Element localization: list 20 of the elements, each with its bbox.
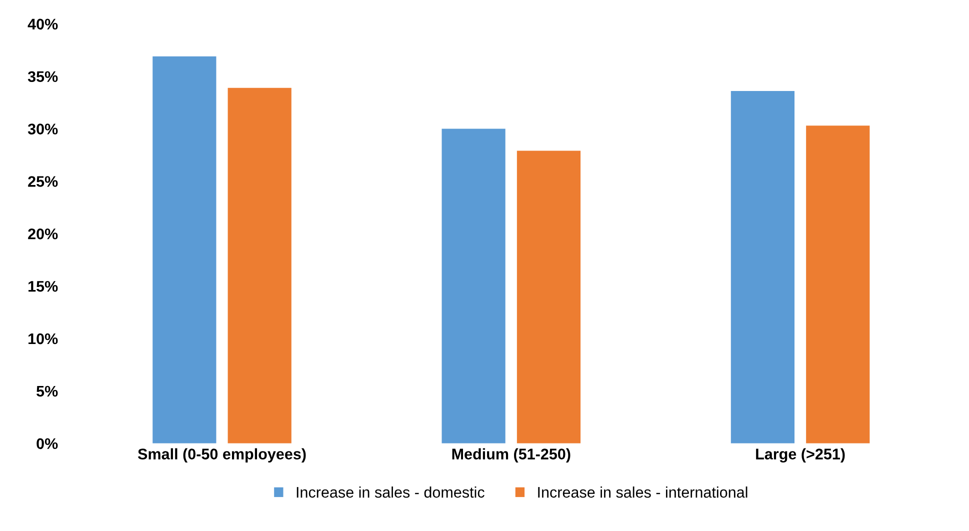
bar (806, 126, 870, 444)
y-tick-label: 15% (28, 280, 58, 292)
y-tick-label: 25% (28, 176, 58, 187)
y-tick-label: 20% (28, 228, 58, 240)
bar (516, 150, 581, 444)
x-tick-label: Small (0-50 employees) (138, 448, 306, 462)
x-tick-label: Medium (51-250) (452, 448, 570, 462)
x-tick-label: Large (>251) (756, 448, 845, 463)
bar (152, 56, 216, 444)
y-tick-label: 40% (28, 18, 58, 30)
legend-label: Increase in sales - international (538, 486, 748, 498)
bar (730, 91, 794, 444)
bar (228, 88, 292, 444)
y-tick-label: 5% (36, 386, 58, 397)
y-tick-label: 10% (28, 333, 58, 344)
bar (442, 128, 506, 444)
y-tick-label: 0% (36, 438, 58, 450)
legend-label: Increase in sales - domestic (296, 486, 484, 498)
y-tick-label: 35% (28, 71, 58, 82)
y-tick-label: 30% (28, 124, 58, 134)
